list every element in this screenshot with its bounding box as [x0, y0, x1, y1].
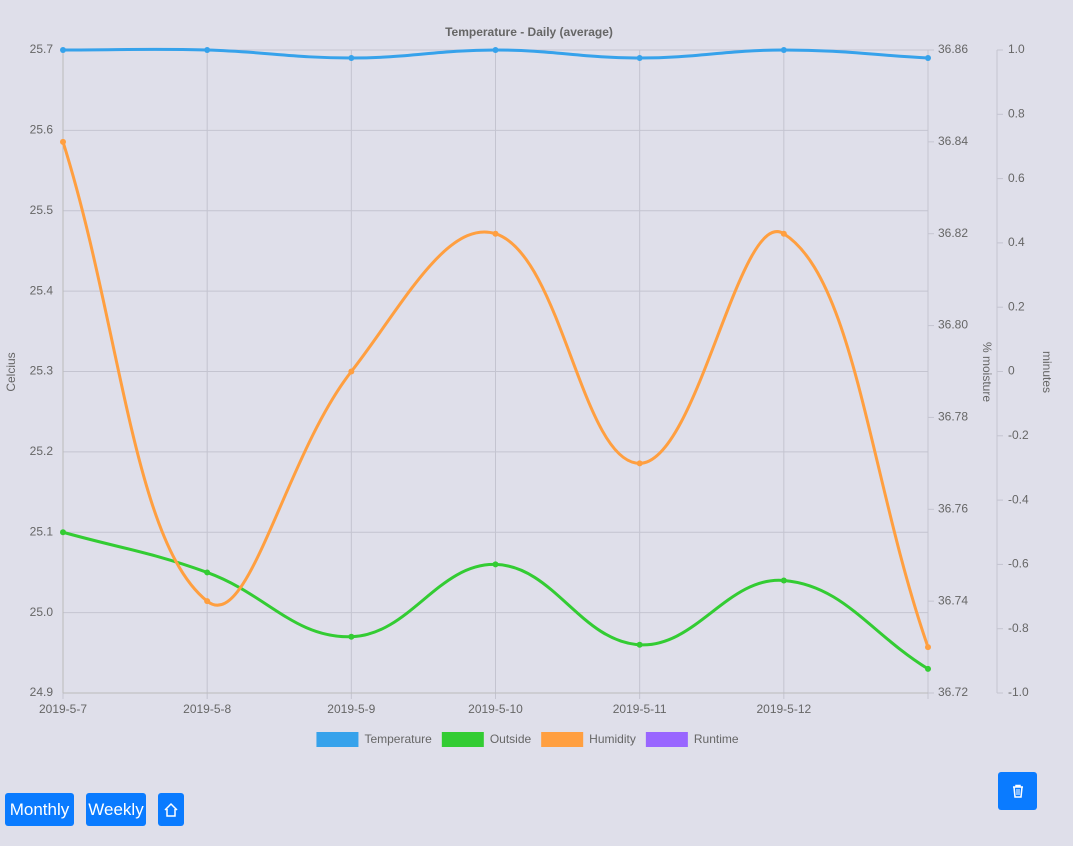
- y-tick-label: 25.2: [30, 444, 54, 458]
- x-tick-label: 2019-5-11: [613, 702, 667, 716]
- y-tick-label: 25.0: [30, 605, 54, 619]
- x-tick-label: 2019-5-8: [183, 702, 231, 716]
- y3-tick-label: -0.8: [1008, 621, 1029, 635]
- y2-axis-title: % moisture: [980, 342, 994, 402]
- legend-label: Outside: [490, 732, 532, 746]
- y-tick-label: 24.9: [30, 685, 54, 699]
- data-point: [492, 561, 499, 568]
- y3-tick-label: 0.6: [1008, 171, 1025, 185]
- data-point: [60, 138, 66, 145]
- y3-tick-label: -1.0: [1008, 685, 1029, 699]
- y-tick-label: 25.7: [30, 42, 54, 56]
- home-button[interactable]: [158, 793, 184, 826]
- x-tick-label: 2019-5-12: [756, 702, 811, 716]
- legend-label: Runtime: [694, 732, 739, 746]
- data-point: [636, 55, 643, 62]
- data-point: [780, 47, 787, 53]
- y3-axis-title: minutes: [1040, 351, 1054, 393]
- y3-tick-label: -0.2: [1008, 428, 1029, 442]
- chart: Temperature - Daily (average) Celcius % …: [4, 25, 1054, 747]
- y2-tick-label: 36.78: [938, 410, 968, 424]
- y3-tick-label: 1.0: [1008, 42, 1025, 56]
- y-tick-label: 25.6: [30, 123, 54, 137]
- data-point: [925, 55, 931, 62]
- data-point: [925, 665, 931, 672]
- monthly-button[interactable]: Monthly: [5, 793, 74, 826]
- y-tick-label: 25.4: [30, 283, 54, 297]
- y-tick-label: 25.1: [30, 524, 54, 538]
- legend-label: Temperature: [364, 732, 432, 746]
- y2-tick-label: 36.86: [938, 42, 968, 56]
- data-point: [925, 644, 931, 651]
- x-tick-label: 2019-5-10: [468, 702, 523, 716]
- data-point: [636, 641, 643, 648]
- data-point: [348, 368, 355, 375]
- x-tick-label: 2019-5-7: [39, 702, 87, 716]
- series-line: [61, 141, 930, 648]
- data-point: [204, 569, 211, 576]
- y2-tick-label: 36.72: [938, 685, 968, 699]
- data-point: [636, 460, 643, 467]
- trash-icon: [1012, 784, 1023, 798]
- data-point: [348, 633, 355, 640]
- data-point: [348, 55, 355, 62]
- y2-tick-label: 36.76: [938, 501, 968, 515]
- y-tick-label: 25.5: [30, 203, 54, 217]
- home-icon: [164, 802, 178, 817]
- y3-tick-label: 0.8: [1008, 106, 1025, 120]
- data-point: [492, 230, 499, 237]
- y-tick-label: 25.3: [30, 364, 54, 378]
- data-point: [492, 47, 499, 53]
- y3-tick-label: 0.4: [1008, 235, 1025, 249]
- legend-swatch: [645, 732, 688, 747]
- y-axis-title: Celcius: [4, 352, 18, 391]
- y2-tick-label: 36.84: [938, 134, 968, 148]
- x-tick-label: 2019-5-9: [327, 702, 375, 716]
- legend-swatch: [541, 732, 584, 747]
- data-point: [60, 47, 66, 53]
- weekly-button[interactable]: Weekly: [86, 793, 146, 826]
- y3-tick-label: -0.4: [1008, 492, 1029, 506]
- y2-tick-label: 36.74: [938, 593, 968, 607]
- chart-title: Temperature - Daily (average): [445, 25, 613, 39]
- data-point: [204, 47, 211, 53]
- y3-tick-label: 0.2: [1008, 299, 1025, 313]
- legend-label: Humidity: [589, 732, 636, 746]
- y2-tick-label: 36.82: [938, 226, 968, 240]
- y3-tick-label: 0: [1008, 364, 1015, 378]
- y2-tick-label: 36.80: [938, 318, 968, 332]
- y3-tick-label: -0.6: [1008, 557, 1029, 571]
- data-point: [780, 577, 787, 584]
- data-point: [780, 230, 787, 237]
- data-point: [204, 598, 211, 605]
- legend-swatch: [441, 732, 484, 747]
- data-point: [60, 529, 66, 536]
- delete-button[interactable]: [998, 772, 1037, 810]
- legend-swatch: [316, 732, 359, 747]
